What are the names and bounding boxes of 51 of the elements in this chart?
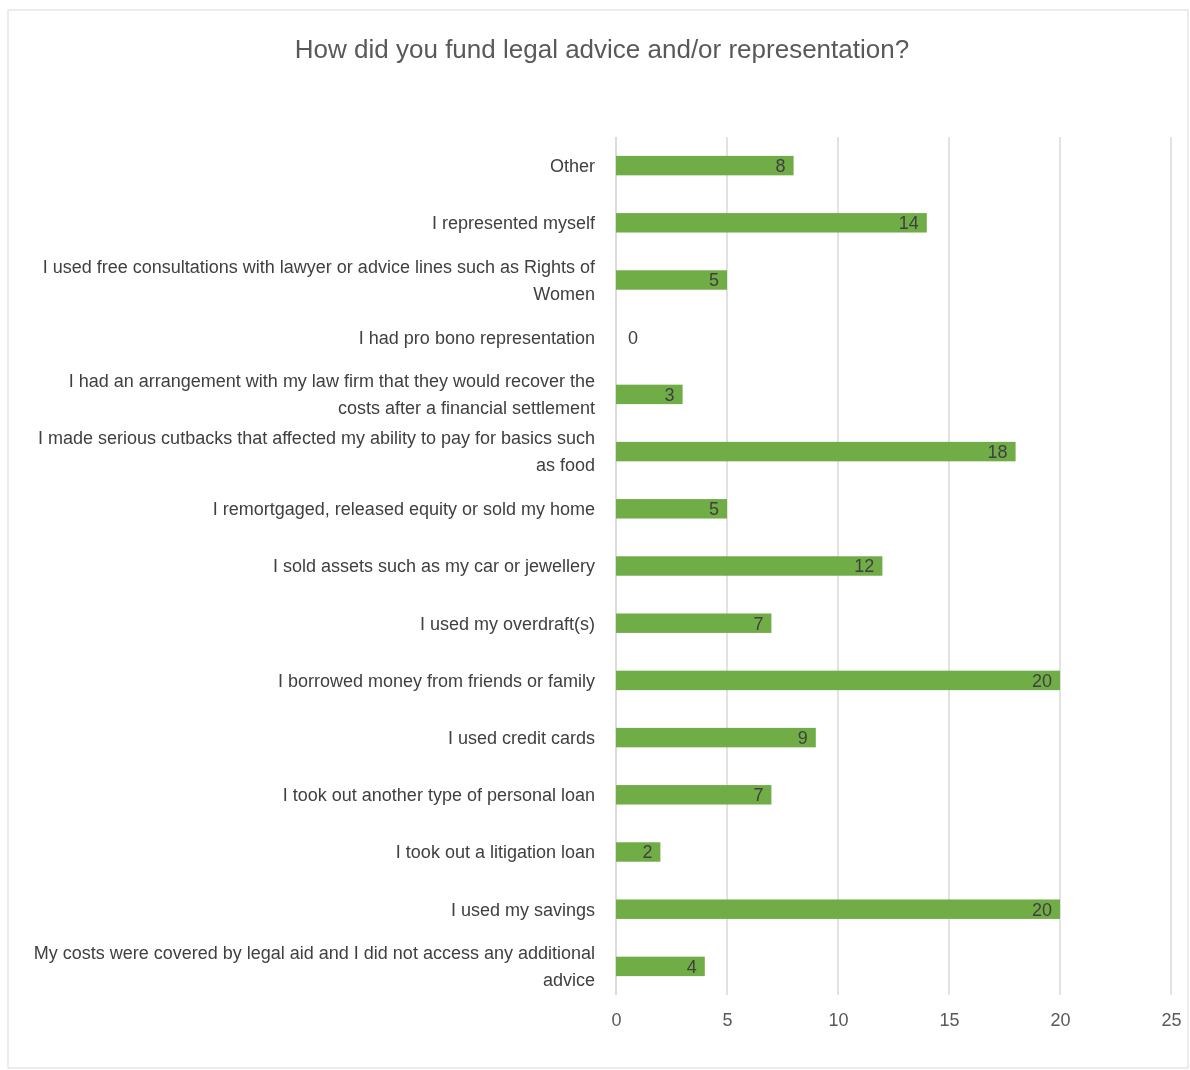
bar bbox=[616, 899, 1060, 919]
bar bbox=[616, 727, 816, 748]
x-tick-label: 25 bbox=[1161, 1009, 1182, 1030]
bar bbox=[616, 499, 727, 519]
bar bbox=[616, 785, 772, 805]
bar bbox=[616, 441, 1016, 462]
data-label: 8 bbox=[775, 155, 786, 176]
data-label: 5 bbox=[708, 499, 719, 520]
data-label: 4 bbox=[686, 956, 697, 977]
bar bbox=[616, 556, 883, 576]
x-tick-label: 0 bbox=[611, 1009, 622, 1030]
bar bbox=[616, 155, 794, 176]
y-tick-label: I used my overdraft(s) bbox=[419, 613, 595, 634]
bar bbox=[616, 670, 1060, 691]
y-tick-label: I used free consultations with lawyer or advice lines such as Rights of Women bbox=[42, 256, 596, 304]
data-label: 18 bbox=[987, 441, 1008, 462]
y-tick-label: I sold assets such as my car or jewellery bbox=[272, 556, 595, 577]
y-tick-label: I had an arrangement with my law firm that they would recover the costs after a financial settlement bbox=[68, 371, 595, 419]
data-label: 20 bbox=[1031, 899, 1052, 920]
bar bbox=[616, 613, 772, 633]
y-tick-label: I had pro bono representation bbox=[358, 327, 595, 348]
y-tick-label: I represented myself bbox=[431, 213, 596, 234]
y-tick-label: Other bbox=[549, 155, 595, 176]
x-tick-label: 20 bbox=[1050, 1009, 1071, 1030]
y-tick-label: I borrowed money from friends or family bbox=[277, 670, 595, 691]
data-label: 14 bbox=[898, 213, 919, 234]
x-tick-label: 10 bbox=[828, 1009, 849, 1030]
bar bbox=[616, 270, 727, 290]
x-tick-label: 15 bbox=[939, 1009, 960, 1030]
data-label: 9 bbox=[797, 727, 808, 748]
data-label: 0 bbox=[628, 327, 639, 348]
y-tick-label: I used credit cards bbox=[447, 727, 595, 748]
y-tick-label: I used my savings bbox=[450, 899, 595, 920]
data-label: 3 bbox=[664, 384, 675, 405]
data-label: 7 bbox=[753, 785, 764, 806]
y-tick-label: My costs were covered by legal aid and I did not access any additional advice bbox=[33, 943, 595, 991]
data-label: 5 bbox=[708, 270, 719, 291]
y-tick-label: I took out another type of personal loan bbox=[282, 785, 595, 806]
data-label: 7 bbox=[753, 613, 764, 634]
y-tick-label: I made serious cutbacks that affected my ability to pay for basics such as food bbox=[38, 428, 595, 476]
y-tick-label: I remortgaged, released equity or sold my home bbox=[212, 499, 595, 520]
bar bbox=[616, 213, 927, 233]
x-tick-label: 5 bbox=[722, 1009, 733, 1030]
bar bbox=[616, 384, 683, 405]
data-label: 2 bbox=[642, 842, 653, 863]
bar bbox=[616, 842, 661, 862]
y-tick-label: I took out a litigation loan bbox=[395, 842, 595, 863]
chart-title: How did you fund legal advice and/or representation? bbox=[294, 34, 910, 64]
data-label: 20 bbox=[1031, 670, 1052, 691]
data-label: 12 bbox=[854, 556, 875, 577]
bar bbox=[616, 956, 705, 977]
